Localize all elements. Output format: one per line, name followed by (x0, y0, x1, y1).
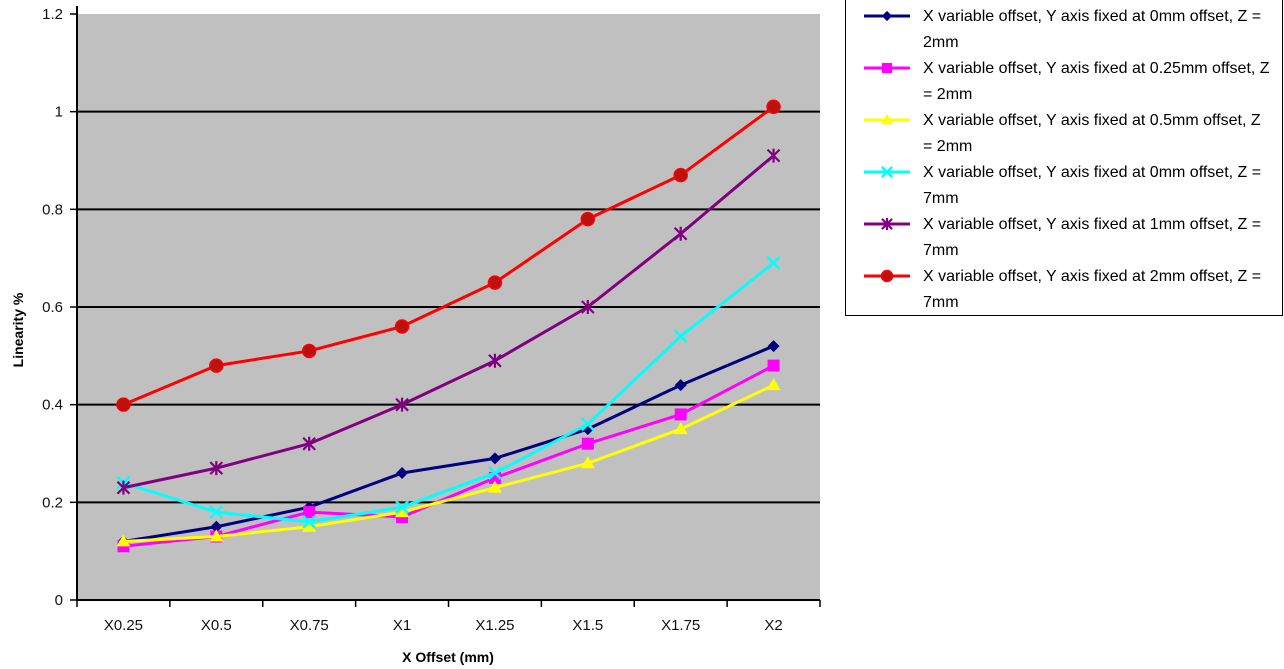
legend-label: X variable offset, Y axis fixed at 0mm o… (923, 164, 1262, 207)
data-point (396, 467, 409, 480)
data-point (881, 62, 893, 74)
x-tick-label: X1.75 (661, 617, 700, 634)
legend-item: X variable offset, Y axis fixed at 0mm o… (846, 1, 1276, 53)
data-point (880, 269, 894, 283)
data-point (673, 329, 688, 344)
legend-swatch (864, 218, 910, 230)
data-point (488, 353, 502, 368)
x-tick-label: X2 (764, 617, 782, 634)
legend-swatch (864, 10, 910, 22)
data-point (580, 456, 595, 469)
data-point (766, 256, 781, 270)
data-point (766, 378, 781, 391)
data-point (488, 452, 501, 465)
legend-swatch (864, 62, 910, 74)
x-axis-title: X Offset (mm) (402, 649, 494, 665)
line-chart: 0 0.2 0.4 0.6 0.8 1 1.2 X0.25 X0.5 X0.75 X1 X1.25 X1… (10, 6, 821, 665)
legend-item: X variable offset, Y axis fixed at 2mm o… (846, 261, 1276, 313)
y-tick-label: 0.6 (42, 299, 63, 316)
data-point (210, 520, 223, 533)
data-point (302, 514, 317, 529)
x-tick-label: X1 (393, 617, 411, 634)
data-point (767, 340, 780, 353)
y-tick-label: 0.2 (42, 494, 63, 511)
data-point (580, 211, 596, 227)
data-point (580, 417, 595, 432)
data-point (302, 436, 316, 451)
legend-label: X variable offset, Y axis fixed at 0.5mm… (923, 112, 1261, 155)
data-point (487, 480, 502, 493)
data-point (766, 99, 781, 115)
series-line (123, 383, 775, 543)
data-point (881, 218, 893, 230)
series-line (122, 105, 775, 407)
data-point (395, 500, 409, 515)
legend-label: X variable offset, Y axis fixed at 1mm o… (923, 216, 1262, 259)
data-point (673, 226, 688, 241)
data-point (881, 166, 893, 178)
legend-swatch (864, 166, 910, 178)
data-point (394, 319, 410, 334)
data-point (488, 466, 502, 480)
data-point (674, 408, 687, 421)
data-point (209, 505, 224, 519)
data-point (209, 358, 224, 373)
series-line (122, 261, 775, 524)
data-point (487, 275, 503, 290)
x-tick-label: X0.75 (290, 617, 329, 634)
data-point (209, 461, 224, 476)
legend-item: X variable offset, Y axis fixed at 1mm o… (846, 209, 1276, 261)
legend-item: X variable offset, Y axis fixed at 0.25m… (846, 53, 1276, 105)
y-axis-title: Linearity % (10, 292, 26, 367)
data-point (767, 359, 780, 372)
series-group (116, 378, 781, 547)
y-tick-label: 0.8 (42, 201, 63, 218)
data-point (116, 534, 131, 547)
x-tick-label: X0.25 (104, 617, 143, 634)
data-point (766, 148, 781, 163)
x-tick-label: X1.25 (475, 617, 514, 634)
x-tick-label: X1.5 (572, 617, 603, 634)
data-point (116, 397, 131, 412)
data-point (303, 506, 316, 519)
legend-label: X variable offset, Y axis fixed at 2mm o… (923, 268, 1262, 311)
y-tick-label: 0.4 (42, 397, 63, 414)
legend-item: X variable offset, Y axis fixed at 0mm o… (846, 157, 1276, 209)
y-tick-label: 0 (55, 592, 63, 609)
data-point (673, 167, 688, 183)
legend-swatch (864, 269, 910, 283)
series-group (116, 99, 781, 412)
legend-label: X variable offset, Y axis fixed at 0.25m… (923, 60, 1270, 103)
data-point (116, 480, 131, 495)
data-point (581, 437, 594, 450)
data-point (301, 343, 317, 359)
data-point (209, 529, 224, 542)
series-line (123, 364, 775, 548)
x-tick-label: X0.5 (201, 617, 232, 634)
data-point (395, 397, 409, 412)
legend-swatch (864, 114, 910, 125)
y-tick-label: 1 (55, 104, 63, 121)
legend-item: X variable offset, Y axis fixed at 0.5mm… (846, 105, 1276, 157)
data-point (881, 114, 893, 125)
data-point (395, 505, 410, 518)
data-point (674, 379, 687, 392)
data-point (581, 300, 595, 314)
series-line (123, 154, 775, 490)
y-tick-label: 1.2 (42, 6, 63, 23)
legend-label: X variable offset, Y axis fixed at 0mm o… (923, 8, 1262, 51)
series-group (116, 148, 781, 495)
series-line (123, 344, 775, 543)
data-point (302, 519, 317, 532)
legend: X variable offset, Y axis fixed at 0mm o… (845, 0, 1283, 316)
data-point (673, 422, 688, 435)
data-point (881, 10, 893, 22)
